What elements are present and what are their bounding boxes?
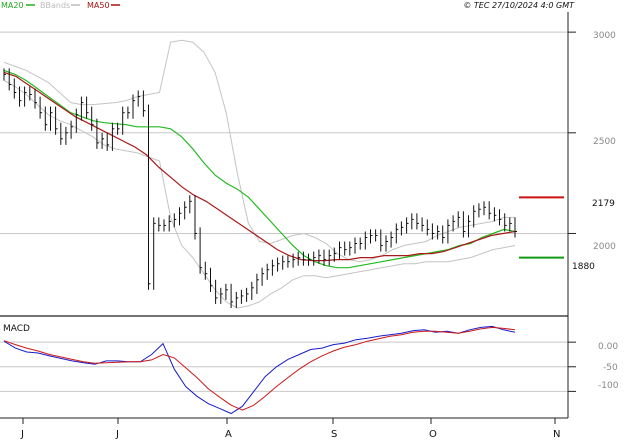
price-bars [3, 68, 517, 308]
macd-panel-title: MACD [3, 324, 30, 334]
legend-label-ma50: MA50 [87, 1, 110, 10]
ma20-line [3, 69, 516, 269]
bollinger-band-line [3, 80, 516, 309]
x-axis-label: A [225, 429, 232, 440]
macd-tick-label: 0.00 [598, 342, 618, 352]
x-axis-label: N [553, 429, 560, 440]
macd-lines [3, 325, 516, 415]
macd-tick-label: -100 [598, 381, 619, 391]
price-tick-label: 2500 [593, 137, 616, 147]
copyright-text: © TEC 27/10/2024 4:0 GMT [463, 1, 575, 10]
grid-layer [0, 31, 576, 424]
ma50-line [3, 71, 516, 262]
macd-signal-line [3, 326, 516, 411]
price-tick-label: 3000 [593, 31, 616, 41]
x-axis-label: S [331, 429, 337, 440]
macd-tick-label: -50 [603, 363, 618, 373]
price-tick-label: 2000 [593, 242, 616, 252]
moving-averages [3, 69, 516, 269]
bollinger-bands [3, 39, 516, 309]
resistance-level-label: 2179 [592, 199, 615, 209]
x-axis-label: J [115, 429, 119, 440]
support-level-label: 1880 [572, 262, 595, 272]
x-axis-label: J [20, 429, 24, 440]
legend-label-ma20: MA20 [1, 1, 24, 10]
x-axis-label: O [429, 429, 437, 440]
legend: MA20 BBands MA50 [1, 1, 120, 10]
legend-label-bbands: BBands [40, 1, 70, 10]
level-annotations [519, 196, 564, 259]
bollinger-band-line [3, 39, 515, 263]
